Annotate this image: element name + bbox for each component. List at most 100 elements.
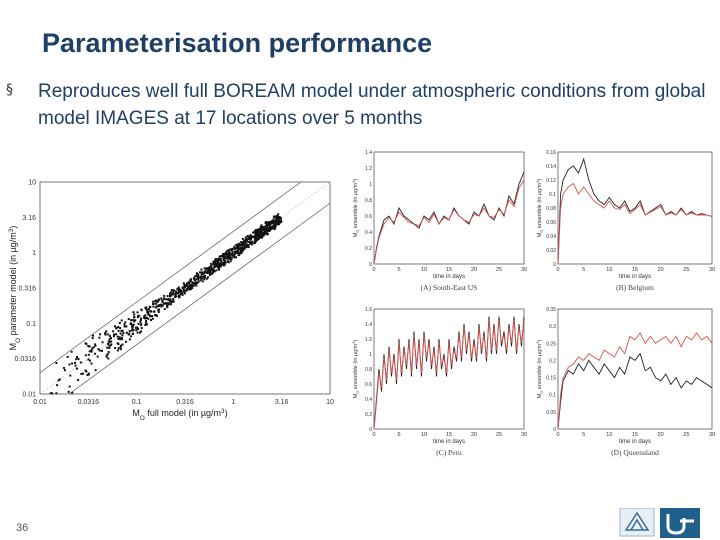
line-chart-peru: 0 5 10 15 20 25 30 0 0.2 0.4 0.6 0.8 1 1.2 1.4 1.6 time … bbox=[352, 307, 527, 457]
panel-x-tick-label: 15 bbox=[632, 267, 638, 273]
scatter-point bbox=[248, 236, 251, 239]
scatter-point bbox=[119, 348, 122, 351]
scatter-point bbox=[107, 357, 110, 360]
scatter-x-tick-label: 0.0316 bbox=[78, 399, 100, 406]
scatter-point bbox=[218, 266, 221, 269]
scatter-point bbox=[196, 275, 199, 278]
scatter-point bbox=[264, 232, 267, 235]
scatter-point bbox=[149, 309, 152, 312]
scatter-point bbox=[268, 220, 271, 223]
scatter-point bbox=[255, 229, 258, 232]
scatter-point bbox=[201, 275, 204, 278]
scatter-point bbox=[260, 235, 263, 238]
scatter-point bbox=[108, 346, 111, 349]
scatter-point bbox=[210, 262, 213, 265]
scatter-point bbox=[135, 329, 138, 332]
scatter-point bbox=[228, 257, 231, 260]
scatter-point bbox=[179, 288, 182, 291]
scatter-point bbox=[219, 262, 222, 265]
scatter-point bbox=[182, 287, 185, 290]
scatter-point bbox=[225, 250, 228, 253]
footer-brand-logo-icon bbox=[666, 514, 694, 535]
scatter-point bbox=[136, 311, 139, 314]
scatter-point bbox=[101, 341, 104, 344]
scatter-point bbox=[106, 353, 109, 356]
panel-x-tick-label: 15 bbox=[446, 267, 452, 273]
scatter-point bbox=[255, 232, 258, 235]
scatter-point bbox=[161, 304, 164, 307]
scatter-point bbox=[231, 250, 234, 253]
scatter-point bbox=[180, 291, 183, 294]
scatter-point bbox=[125, 331, 128, 334]
scatter-point bbox=[272, 224, 275, 227]
scatter-point bbox=[185, 283, 188, 286]
scatter-point bbox=[77, 358, 80, 361]
scatter-point bbox=[240, 241, 243, 244]
panel-x-tick-label: 20 bbox=[658, 267, 664, 273]
scatter-point bbox=[236, 243, 239, 246]
scatter-point bbox=[249, 234, 252, 237]
scatter-point bbox=[273, 220, 276, 223]
scatter-point bbox=[139, 319, 142, 322]
scatter-point bbox=[236, 249, 239, 252]
scatter-point bbox=[199, 277, 202, 280]
panel-x-tick-label: 15 bbox=[446, 432, 452, 438]
scatter-point bbox=[239, 250, 242, 253]
scatter-point bbox=[261, 228, 264, 231]
scatter-point bbox=[87, 373, 90, 376]
scatter-point bbox=[208, 266, 211, 269]
scatter-point bbox=[152, 300, 155, 303]
scatter-point bbox=[62, 366, 65, 369]
scatter-point bbox=[158, 304, 161, 307]
scatter-point bbox=[275, 222, 278, 225]
scatter-point bbox=[215, 263, 218, 266]
scatter-point bbox=[224, 251, 227, 254]
scatter-point bbox=[268, 228, 271, 231]
panel-x-tick-label: 30 bbox=[521, 432, 527, 438]
panel-y-tick-label: 0.2 bbox=[365, 246, 372, 252]
panel-plot-area bbox=[557, 308, 713, 430]
scatter-point bbox=[167, 303, 170, 306]
scatter-point bbox=[191, 283, 194, 286]
scatter-point bbox=[112, 330, 115, 333]
scatter-point bbox=[196, 281, 199, 284]
scatter-point bbox=[253, 231, 256, 234]
scatter-point bbox=[101, 349, 104, 352]
scatter-point bbox=[260, 224, 263, 227]
scatter-point bbox=[90, 362, 93, 365]
panel-y-tick-label: 0.25 bbox=[546, 341, 556, 347]
scatter-point bbox=[157, 310, 160, 313]
scatter-point bbox=[194, 283, 197, 286]
panel-y-tick-label: 0.08 bbox=[546, 206, 556, 212]
scatter-point bbox=[160, 303, 163, 306]
scatter-point bbox=[121, 334, 124, 337]
scatter-point bbox=[119, 332, 122, 335]
panel-y-tick-label: 1.6 bbox=[365, 307, 372, 313]
scatter-point bbox=[232, 255, 235, 258]
panel-x-tick-label: 25 bbox=[496, 432, 502, 438]
scatter-point bbox=[140, 317, 143, 320]
scatter-point bbox=[260, 229, 263, 232]
scatter-point bbox=[190, 278, 193, 281]
scatter-point bbox=[163, 294, 166, 297]
scatter-point bbox=[218, 255, 221, 258]
scatter-point bbox=[132, 319, 135, 322]
scatter-point bbox=[275, 215, 278, 218]
scatter-point bbox=[257, 237, 260, 240]
scatter-point bbox=[239, 248, 242, 251]
scatter-point bbox=[277, 221, 280, 224]
scatter-point bbox=[112, 335, 115, 338]
scatter-point bbox=[207, 267, 210, 270]
scatter-point bbox=[56, 384, 59, 387]
scatter-point bbox=[231, 247, 234, 250]
scatter-point bbox=[125, 340, 128, 343]
scatter-point bbox=[257, 232, 260, 235]
scatter-point bbox=[169, 298, 172, 301]
scatter-point bbox=[190, 280, 193, 283]
scatter-point bbox=[243, 242, 246, 245]
scatter-point bbox=[198, 271, 201, 274]
scatter-point bbox=[211, 269, 214, 272]
panel-y-tick-label: 0.8 bbox=[365, 367, 372, 373]
panel-y-tick-label: 0 bbox=[553, 427, 556, 433]
scatter-point bbox=[222, 258, 225, 261]
